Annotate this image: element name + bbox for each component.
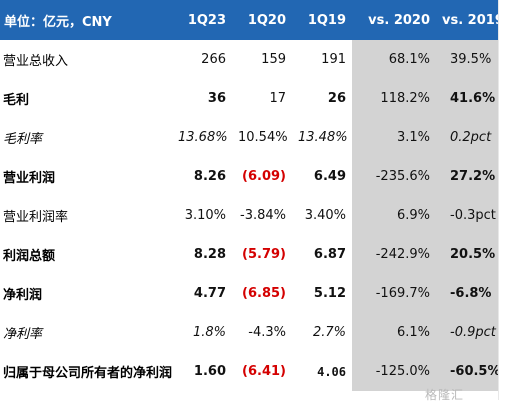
cell-1q19: 2.7% <box>312 325 346 340</box>
cell-vs-2019: 41.6% <box>436 79 498 118</box>
header-1q23: 1Q23 <box>172 0 232 40</box>
cell-vs-2019: -0.9pct <box>436 313 498 352</box>
cell-vs-2020: 3.1% <box>352 118 436 157</box>
row-label: 营业利润 <box>3 171 56 186</box>
cell-vs-2020: 68.1% <box>352 40 436 79</box>
header-vs-2019: vs. 2019 <box>436 0 498 40</box>
cell-1q20: -3.84% <box>240 208 286 223</box>
cell-1q19: 26 <box>327 91 346 106</box>
table-row: 毛利率 13.68% 10.54% 13.48% 3.1% 0.2pct <box>0 118 498 157</box>
cell-vs-2020: 6.9% <box>352 196 436 235</box>
cell-1q23: 1.60 <box>193 364 226 379</box>
cell-1q20: (6.85) <box>242 286 286 301</box>
table-row: 利润总额 8.28 (5.79) 6.87 -242.9% 20.5% <box>0 235 498 274</box>
table-row: 归属于母公司所有者的净利润 1.60 (6.41) 4.06 -125.0% -… <box>0 352 498 391</box>
row-label: 营业总收入 <box>3 54 69 69</box>
table-row: 净利率 1.8% -4.3% 2.7% 6.1% -0.9pct <box>0 313 498 352</box>
cell-1q23: 266 <box>201 52 226 67</box>
cell-1q19: 3.40% <box>304 208 346 223</box>
cell-1q23: 8.26 <box>193 169 226 184</box>
cell-1q19: 4.06 <box>317 364 346 379</box>
cell-vs-2019: -60.5% <box>436 352 498 391</box>
cell-1q23: 3.10% <box>184 208 226 223</box>
cell-vs-2020: -125.0% <box>352 352 436 391</box>
cell-1q20: 10.54% <box>238 130 288 145</box>
cell-1q20: 17 <box>269 91 286 106</box>
cell-vs-2020: -242.9% <box>352 235 436 274</box>
cell-1q23: 1.8% <box>192 325 226 340</box>
cell-vs-2020: 6.1% <box>352 313 436 352</box>
financial-summary-table: 单位：亿元，CNY 1Q23 1Q20 1Q19 vs. 2020 vs. 20… <box>0 0 498 391</box>
row-label: 净利润 <box>3 288 43 303</box>
row-label: 利润总额 <box>3 249 56 264</box>
financial-table-frame: 单位：亿元，CNY 1Q23 1Q20 1Q19 vs. 2020 vs. 20… <box>0 0 499 400</box>
row-label: 毛利 <box>3 93 30 108</box>
cell-vs-2019: 20.5% <box>436 235 498 274</box>
cell-1q20: 159 <box>261 52 286 67</box>
cell-1q20: -4.3% <box>248 325 286 340</box>
cell-vs-2020: -169.7% <box>352 274 436 313</box>
cell-vs-2020: 118.2% <box>352 79 436 118</box>
watermark-text: 格隆汇 <box>425 388 465 402</box>
header-1q19: 1Q19 <box>292 0 352 40</box>
cell-1q23: 36 <box>207 91 226 106</box>
cell-vs-2019: -6.8% <box>436 274 498 313</box>
cell-vs-2019: 0.2pct <box>436 118 498 157</box>
cell-vs-2019: 39.5% <box>436 40 498 79</box>
cell-1q19: 13.48% <box>298 130 348 145</box>
table-header-row: 单位：亿元，CNY 1Q23 1Q20 1Q19 vs. 2020 vs. 20… <box>0 0 498 40</box>
table-row: 营业总收入 266 159 191 68.1% 39.5% <box>0 40 498 79</box>
row-label: 营业利润率 <box>3 210 69 225</box>
table-row: 营业利润 8.26 (6.09) 6.49 -235.6% 27.2% <box>0 157 498 196</box>
table-row: 毛利 36 17 26 118.2% 41.6% <box>0 79 498 118</box>
cell-vs-2019: 27.2% <box>436 157 498 196</box>
cell-1q23: 8.28 <box>193 247 226 262</box>
cell-vs-2019: -0.3pct <box>436 196 498 235</box>
row-label: 净利率 <box>3 327 43 342</box>
cell-1q23: 13.68% <box>178 130 228 145</box>
row-label: 毛利率 <box>3 132 43 147</box>
cell-1q20: (6.09) <box>242 169 286 184</box>
cell-1q20: (5.79) <box>242 247 286 262</box>
header-unit: 单位：亿元，CNY <box>0 0 172 40</box>
cell-vs-2020: -235.6% <box>352 157 436 196</box>
cell-1q19: 6.49 <box>313 169 346 184</box>
row-label: 归属于母公司所有者的净利润 <box>3 366 172 381</box>
cell-1q19: 5.12 <box>313 286 346 301</box>
table-row: 净利润 4.77 (6.85) 5.12 -169.7% -6.8% <box>0 274 498 313</box>
header-1q20: 1Q20 <box>232 0 292 40</box>
cell-1q23: 4.77 <box>193 286 226 301</box>
header-vs-2020: vs. 2020 <box>352 0 436 40</box>
cell-1q20: (6.41) <box>242 364 286 379</box>
cell-1q19: 6.87 <box>313 247 346 262</box>
cell-1q19: 191 <box>321 52 346 67</box>
table-row: 营业利润率 3.10% -3.84% 3.40% 6.9% -0.3pct <box>0 196 498 235</box>
